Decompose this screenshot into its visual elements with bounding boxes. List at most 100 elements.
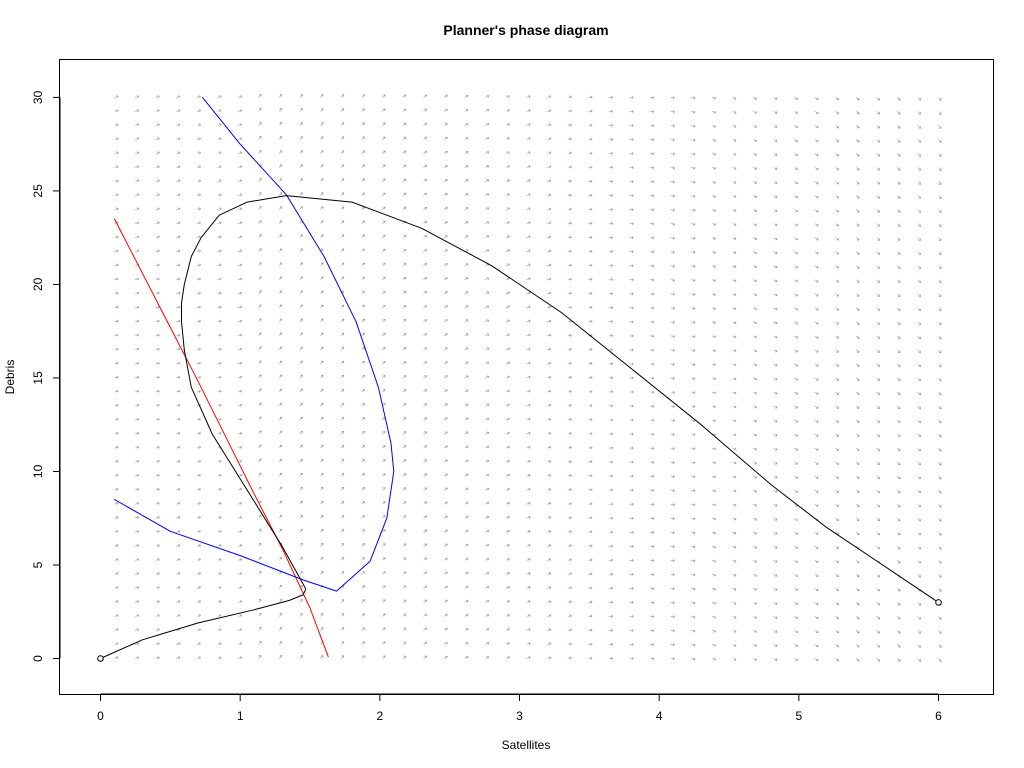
vector-arrow [176, 516, 181, 519]
vector-arrow [938, 167, 942, 171]
vector-arrow [670, 166, 675, 170]
vector-arrow [238, 403, 243, 407]
vector-arrow [526, 375, 531, 379]
vector-arrow [258, 458, 262, 463]
vector-arrow [650, 502, 655, 506]
vector-arrow [258, 416, 262, 421]
vector-arrow [402, 277, 407, 280]
vector-arrow [711, 587, 716, 591]
vector-arrow [464, 165, 469, 168]
vector-arrow [114, 628, 119, 632]
vector-arrow [567, 151, 572, 155]
vector-arrow [917, 658, 921, 662]
vector-arrow [135, 445, 140, 449]
vector-arrow [176, 291, 181, 295]
vector-arrow [423, 164, 427, 168]
vector-arrow [711, 559, 716, 563]
vector-arrow [217, 375, 222, 379]
vector-arrow [217, 193, 222, 197]
vector-arrow [423, 585, 427, 589]
vector-arrow [526, 249, 531, 253]
vector-arrow [155, 179, 160, 183]
vector-arrow [917, 503, 921, 508]
y-tick-label: 15 [31, 371, 45, 385]
vector-arrow [835, 209, 839, 213]
vector-arrow [299, 430, 303, 435]
vector-arrow [340, 234, 345, 238]
vector-arrow [299, 641, 303, 645]
vector-arrow [402, 319, 407, 323]
vector-arrow [608, 446, 614, 450]
vector-arrow [650, 516, 655, 520]
vector-arrow [876, 335, 880, 339]
vector-arrow [732, 433, 737, 437]
vector-arrow [608, 236, 614, 240]
vector-arrow [299, 388, 303, 393]
vector-arrow [691, 503, 696, 507]
vector-arrow [176, 473, 181, 477]
vector-arrow [443, 94, 448, 98]
vector-arrow [855, 447, 860, 451]
vector-arrow [258, 318, 262, 322]
y-tick-label: 20 [31, 277, 45, 291]
vector-arrow [382, 599, 386, 603]
vector-arrow [279, 206, 283, 210]
vector-arrow [835, 377, 839, 381]
vector-arrow [835, 517, 839, 521]
vector-arrow [196, 417, 201, 421]
vector-arrow [650, 446, 655, 450]
vector-arrow [897, 503, 901, 508]
vector-arrow [340, 206, 345, 210]
vector-arrow [691, 377, 696, 380]
vector-arrow [485, 585, 490, 589]
vector-arrow [196, 123, 201, 127]
vector-arrow [897, 167, 901, 171]
vector-arrow [402, 248, 407, 252]
vector-arrow [114, 488, 119, 491]
x-tick-label: 1 [237, 709, 244, 723]
vector-arrow [402, 136, 407, 140]
vector-arrow [588, 193, 593, 197]
vector-arrow [650, 558, 655, 563]
vector-arrow [382, 543, 386, 547]
vector-arrow [505, 600, 510, 603]
vector-arrow [794, 279, 798, 283]
vector-arrow [238, 375, 243, 379]
vector-arrow [114, 502, 119, 505]
vector-arrow [917, 139, 921, 143]
vector-arrow [464, 473, 469, 477]
vector-arrow [526, 572, 531, 575]
vector-arrow [897, 433, 901, 438]
vector-arrow [711, 293, 716, 296]
vector-arrow [340, 360, 345, 365]
vector-arrow [135, 614, 140, 618]
vector-arrow [340, 108, 345, 112]
vector-arrow [917, 237, 921, 241]
vector-arrow [279, 150, 283, 154]
vector-arrow [382, 318, 386, 323]
vector-arrow [505, 263, 510, 267]
vector-arrow [835, 335, 839, 339]
vector-arrow [588, 376, 593, 380]
vector-arrow [547, 530, 552, 534]
vector-arrow [135, 558, 140, 562]
vector-arrow [114, 305, 119, 309]
vector-arrow [629, 320, 634, 324]
vector-arrow [547, 389, 552, 393]
vector-arrow [608, 600, 614, 604]
vector-arrow [505, 557, 510, 561]
vector-arrow [176, 151, 181, 155]
vector-arrow [711, 335, 716, 339]
vector-arrow [773, 658, 778, 661]
vector-arrow [238, 179, 243, 183]
vector-arrow [299, 514, 303, 519]
vector-arrow [258, 304, 262, 308]
vector-arrow [505, 277, 510, 281]
vector-arrow [196, 656, 201, 660]
vector-arrow [196, 628, 201, 632]
vector-arrow [855, 153, 860, 157]
vector-arrow [464, 571, 469, 575]
vector-arrow [814, 293, 819, 297]
vector-arrow [876, 265, 880, 269]
vector-arrow [382, 108, 386, 112]
